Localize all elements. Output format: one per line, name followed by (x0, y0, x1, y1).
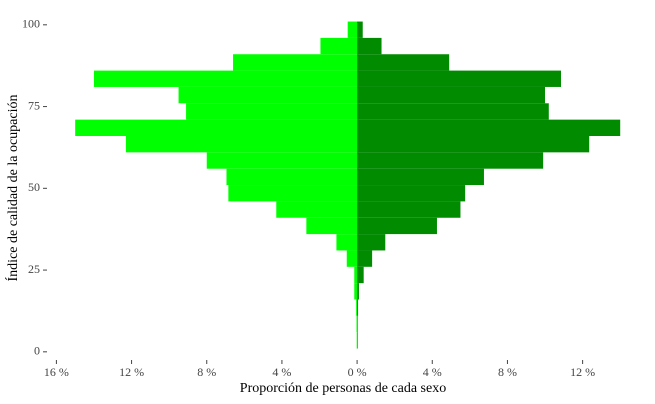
x-tick-label: 4 % (272, 365, 291, 379)
bar (357, 266, 364, 284)
bar (356, 332, 358, 349)
bar (356, 299, 358, 316)
x-tick-label: 4 % (423, 365, 442, 379)
bar (357, 37, 382, 55)
x-tick-label: 8 % (197, 365, 216, 379)
bar (357, 70, 562, 87)
bar (354, 266, 358, 284)
bar (125, 135, 358, 153)
bar (357, 315, 358, 333)
x-axis-title: Proporción de personas de cada sexo (240, 381, 446, 396)
bar (357, 21, 363, 38)
bar (93, 70, 358, 87)
y-tick-label: 100 (22, 17, 40, 31)
bar (357, 299, 359, 316)
bar (357, 135, 590, 153)
bar (357, 185, 466, 202)
bar (357, 103, 549, 120)
bar (357, 201, 461, 218)
y-axis-title: Índice de calidad de la ocupación (4, 95, 21, 282)
bar (357, 283, 359, 300)
bar (276, 201, 358, 218)
y-tick-label: 25 (28, 262, 40, 276)
bar (357, 119, 621, 136)
bar (357, 332, 358, 349)
bar (356, 315, 358, 333)
bar (228, 185, 358, 202)
bar (178, 86, 358, 104)
bar (75, 119, 358, 136)
bar (346, 250, 358, 267)
bar (357, 54, 450, 71)
bar (347, 21, 358, 38)
bar (357, 234, 386, 251)
y-tick-label: 75 (28, 98, 40, 112)
bar (306, 217, 358, 235)
bar (357, 86, 546, 104)
bar (357, 152, 544, 169)
bar (186, 103, 358, 120)
bar (357, 168, 484, 186)
x-tick-label: 12 % (119, 365, 144, 379)
bar (206, 152, 358, 169)
bar (320, 37, 358, 55)
y-tick-label: 0 (34, 344, 40, 358)
x-tick-label: 0 % (348, 365, 367, 379)
bar (357, 250, 373, 267)
y-tick-label: 50 (28, 180, 40, 194)
x-tick-label: 16 % (44, 365, 69, 379)
bar (226, 168, 358, 186)
x-tick-label: 12 % (570, 365, 595, 379)
x-tick-label: 8 % (498, 365, 517, 379)
bar (354, 283, 358, 300)
bar (336, 234, 358, 251)
bar (233, 54, 358, 71)
bar (357, 217, 437, 235)
